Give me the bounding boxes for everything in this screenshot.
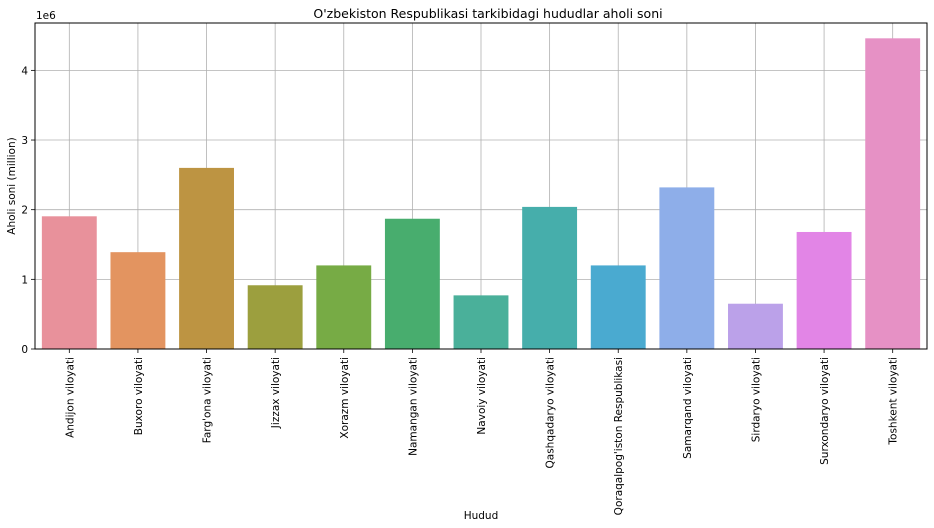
bar: [247, 285, 303, 349]
x-tick-label: Navoiy viloyati: [476, 357, 488, 435]
x-tick-label: Namangan viloyati: [407, 357, 419, 456]
bars: [41, 38, 921, 349]
x-tick-label: Surxondaryo viloyati: [819, 357, 831, 465]
y-axis: 0 1 2 3 4: [21, 65, 35, 356]
bar: [796, 231, 852, 349]
bar: [659, 187, 715, 349]
bar: [453, 295, 509, 349]
y-axis-label: Aholi soni (million): [6, 137, 18, 234]
bar: [179, 167, 234, 349]
x-tick-label: Toshkent viloyati: [888, 357, 900, 446]
bar: [384, 218, 440, 349]
bar: [728, 303, 783, 349]
bar: [590, 265, 646, 349]
x-tick-label: Qashqadaryo viloyati: [545, 357, 557, 468]
chart-title: O'zbekiston Respublikasi tarkibidagi hud…: [313, 6, 662, 21]
bar: [41, 216, 97, 349]
bar: [865, 38, 921, 349]
x-tick-label: Buxoro viloyati: [133, 357, 145, 435]
bar: [316, 265, 372, 349]
y-tick-label: 3: [21, 135, 28, 147]
y-tick-label: 2: [21, 205, 28, 217]
x-tick-label: Qoraqalpog'iston Respublikasi: [613, 357, 625, 515]
x-tick-label: Jizzax viloyati: [270, 357, 282, 429]
y-offset-label: 1e6: [36, 10, 56, 22]
y-tick-label: 0: [21, 344, 28, 356]
x-tick-label: Sirdaryo viloyati: [750, 357, 762, 442]
bar: [522, 206, 578, 349]
x-tick-label: Samarqand viloyati: [682, 357, 694, 459]
bar: [110, 252, 166, 349]
x-axis: Andijon viloyati Buxoro viloyati Farg'ona …: [64, 349, 900, 515]
y-tick-label: 4: [21, 65, 28, 77]
x-tick-label: Farg'ona viloyati: [202, 357, 214, 443]
y-tick-label: 1: [21, 274, 28, 286]
x-axis-label: Hudud: [464, 510, 499, 522]
x-tick-label: Andijon viloyati: [64, 357, 76, 438]
x-tick-label: Xorazm viloyati: [339, 357, 351, 439]
